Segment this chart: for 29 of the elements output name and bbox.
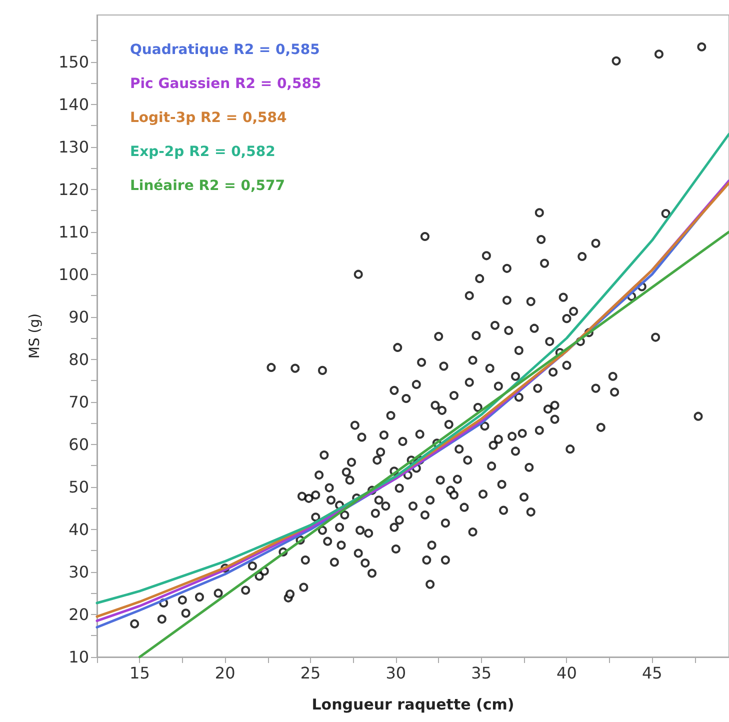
y-tick-label: 100 (58, 264, 89, 284)
y-tick-label: 140 (58, 94, 89, 114)
x-tick-label: 40 (556, 664, 577, 682)
text: Exp-2p R2 = 0,582 (130, 144, 276, 160)
y-tick-label: 110 (58, 222, 89, 242)
x-axis-title: Longueur raquette (cm) (312, 696, 514, 714)
text: Logit-3p R2 = 0,584 (130, 110, 288, 126)
y-tick-label: 130 (58, 137, 89, 156)
y-tick-label: 50 (68, 477, 89, 496)
x-tick-label: 20 (214, 664, 236, 682)
x-tick-label: 45 (642, 664, 662, 682)
y-tick-label: 30 (68, 562, 89, 582)
text: Quadratique R2 = 0,585 (130, 42, 320, 58)
x-tick-label: 30 (386, 664, 406, 682)
y-tick-label: 70 (68, 392, 89, 412)
x-tick-label: 15 (130, 664, 150, 682)
y-tick-label: 150 (58, 52, 89, 72)
y-axis-title: MS (g) (27, 313, 43, 359)
text: Pic Gaussien R2 = 0,585 (130, 76, 322, 92)
y-tick-label: 60 (68, 434, 89, 454)
y-tick-label: 90 (68, 307, 89, 326)
text: Linéaire R2 = 0,577 (130, 178, 285, 194)
y-tick-label: 20 (68, 604, 89, 624)
x-tick-label: 25 (300, 664, 321, 682)
y-tick-label: 80 (68, 350, 89, 369)
x-tick-label: 35 (471, 664, 492, 682)
y-tick-label: 10 (68, 648, 89, 666)
y-tick-label: 120 (58, 180, 89, 199)
y-tick-label: 40 (68, 520, 89, 539)
